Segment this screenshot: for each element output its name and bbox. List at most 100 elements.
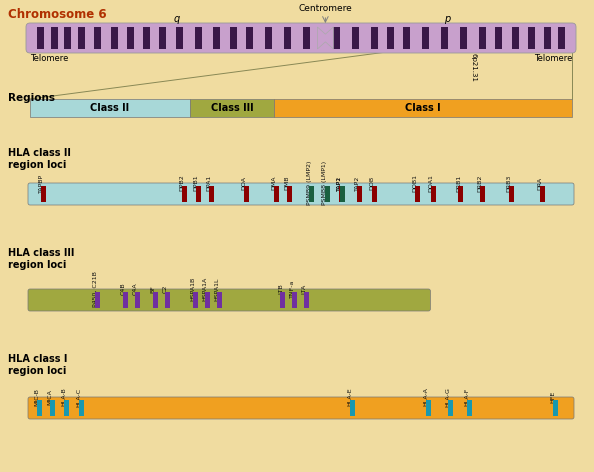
Text: HSPA1L: HSPA1L: [214, 277, 219, 301]
Bar: [213, 27, 220, 49]
Bar: [205, 292, 210, 308]
Text: HSPA1B: HSPA1B: [190, 277, 195, 301]
Bar: [246, 27, 253, 49]
Text: P450, C21B: P450, C21B: [93, 271, 98, 307]
Text: HLA-F: HLA-F: [464, 388, 469, 406]
Text: TNF-a: TNF-a: [290, 280, 295, 298]
Text: DOB: DOB: [369, 176, 374, 190]
Bar: [274, 99, 572, 117]
Bar: [544, 27, 551, 49]
Bar: [244, 186, 249, 202]
Bar: [280, 292, 286, 308]
FancyBboxPatch shape: [26, 23, 576, 53]
FancyBboxPatch shape: [28, 183, 574, 205]
Text: C4A: C4A: [132, 283, 138, 295]
Text: DRB2: DRB2: [478, 174, 482, 192]
Text: C4B: C4B: [121, 283, 125, 295]
Text: DPB1: DPB1: [193, 175, 198, 191]
Bar: [209, 186, 214, 202]
Text: TAP2: TAP2: [355, 176, 359, 191]
Bar: [79, 400, 84, 416]
Bar: [333, 27, 340, 49]
Text: DRB3: DRB3: [506, 174, 511, 192]
Bar: [274, 186, 279, 202]
Bar: [110, 27, 118, 49]
Text: Class II: Class II: [90, 103, 129, 113]
Bar: [30, 99, 190, 117]
Text: HLA-A: HLA-A: [424, 388, 428, 406]
Bar: [495, 27, 503, 49]
FancyBboxPatch shape: [28, 397, 574, 419]
Text: DPA1: DPA1: [207, 175, 211, 191]
Bar: [230, 27, 237, 49]
Text: 6p21.31: 6p21.31: [470, 53, 476, 82]
Bar: [352, 27, 359, 49]
Text: DMA: DMA: [271, 176, 277, 190]
Bar: [123, 292, 128, 308]
Text: p: p: [444, 14, 450, 24]
Bar: [511, 27, 519, 49]
Text: HFE: HFE: [551, 391, 556, 403]
Text: TAP2: TAP2: [337, 176, 342, 191]
Bar: [37, 27, 45, 49]
Bar: [339, 186, 344, 202]
Text: PSMB8 (LMP1): PSMB8 (LMP1): [322, 161, 327, 205]
Bar: [78, 27, 85, 49]
Bar: [176, 27, 182, 49]
Bar: [193, 292, 198, 308]
Bar: [50, 400, 55, 416]
Bar: [217, 292, 222, 308]
Text: Telomere: Telomere: [533, 54, 572, 63]
Text: region loci: region loci: [8, 260, 67, 270]
Bar: [558, 27, 565, 49]
Bar: [194, 27, 201, 49]
Bar: [127, 27, 134, 49]
Text: HLA-G: HLA-G: [445, 387, 450, 407]
FancyBboxPatch shape: [28, 289, 431, 311]
Text: MICA: MICA: [48, 389, 53, 405]
Bar: [303, 27, 310, 49]
Text: LTB: LTB: [278, 284, 283, 295]
Text: DPB2: DPB2: [179, 175, 185, 191]
Bar: [284, 27, 291, 49]
Bar: [41, 186, 46, 202]
Bar: [466, 400, 472, 416]
Bar: [64, 27, 71, 49]
Text: HLA-C: HLA-C: [77, 388, 81, 406]
Bar: [509, 186, 514, 202]
Bar: [553, 400, 558, 416]
Bar: [403, 27, 410, 49]
Bar: [540, 186, 545, 202]
Bar: [195, 186, 201, 202]
Bar: [460, 27, 467, 49]
Text: HSPA1A: HSPA1A: [203, 277, 207, 301]
Bar: [324, 186, 330, 202]
Bar: [304, 292, 309, 308]
Bar: [357, 186, 362, 202]
Bar: [447, 400, 453, 416]
Bar: [459, 186, 463, 202]
Text: HLA-B: HLA-B: [62, 388, 67, 406]
Text: Telomere: Telomere: [30, 54, 68, 63]
Text: HLA class I: HLA class I: [8, 354, 67, 364]
Bar: [190, 99, 274, 117]
Bar: [286, 186, 292, 202]
Text: PSMB9 (LMP2): PSMB9 (LMP2): [307, 161, 312, 205]
Text: HLA-E: HLA-E: [347, 388, 352, 406]
Bar: [415, 186, 420, 202]
Text: region loci: region loci: [8, 160, 67, 170]
Bar: [153, 292, 158, 308]
Text: DOA1: DOA1: [429, 174, 434, 192]
Text: Chromosome 6: Chromosome 6: [8, 8, 107, 21]
Bar: [441, 27, 448, 49]
Bar: [340, 186, 345, 202]
Bar: [165, 292, 170, 308]
Text: LTA: LTA: [302, 284, 307, 294]
Text: Regions: Regions: [8, 93, 55, 103]
Text: DMB: DMB: [284, 176, 289, 190]
Bar: [159, 27, 166, 49]
Bar: [387, 27, 394, 49]
Bar: [51, 27, 58, 49]
Bar: [182, 186, 187, 202]
Text: Class III: Class III: [211, 103, 253, 113]
